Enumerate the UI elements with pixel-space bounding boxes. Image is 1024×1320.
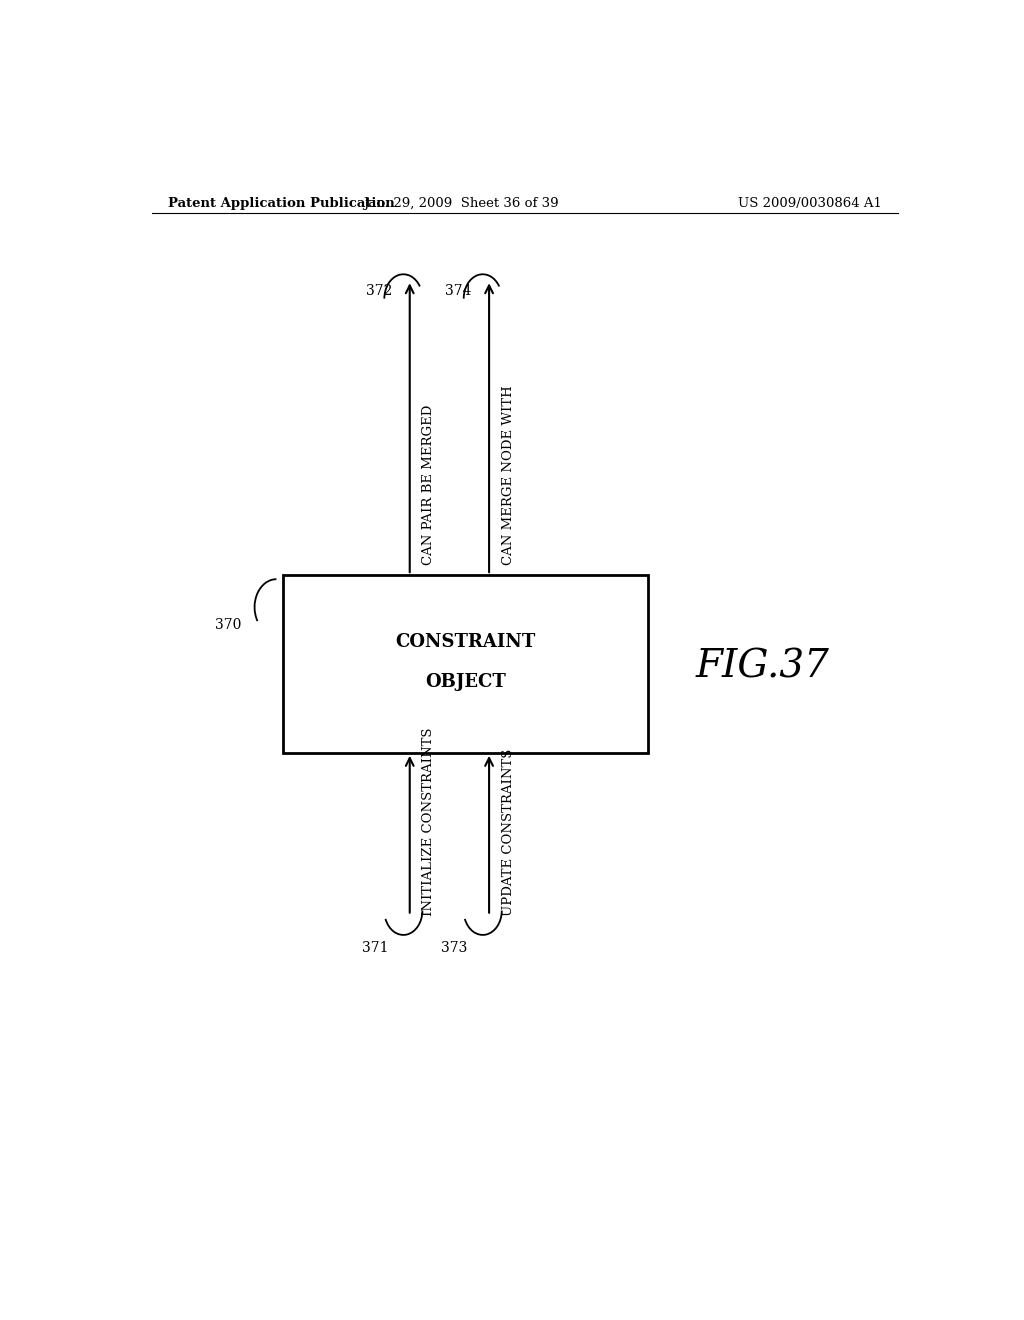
Text: CONSTRAINT: CONSTRAINT (395, 632, 536, 651)
Text: Jan. 29, 2009  Sheet 36 of 39: Jan. 29, 2009 Sheet 36 of 39 (364, 197, 559, 210)
Text: 372: 372 (367, 284, 392, 297)
Text: 374: 374 (445, 284, 472, 297)
Text: Patent Application Publication: Patent Application Publication (168, 197, 394, 210)
Text: INITIALIZE CONSTRAINTS: INITIALIZE CONSTRAINTS (423, 727, 435, 916)
Text: 371: 371 (362, 941, 389, 956)
Text: OBJECT: OBJECT (425, 673, 506, 692)
Text: CAN PAIR BE MERGED: CAN PAIR BE MERGED (423, 405, 435, 565)
Text: US 2009/0030864 A1: US 2009/0030864 A1 (738, 197, 882, 210)
Text: CAN MERGE NODE WITH: CAN MERGE NODE WITH (502, 385, 515, 565)
Text: 370: 370 (215, 618, 242, 632)
Text: FIG.37: FIG.37 (696, 648, 829, 685)
Bar (283, 576, 648, 752)
Text: 373: 373 (441, 941, 468, 956)
Text: UPDATE CONSTRAINTS: UPDATE CONSTRAINTS (502, 748, 515, 916)
